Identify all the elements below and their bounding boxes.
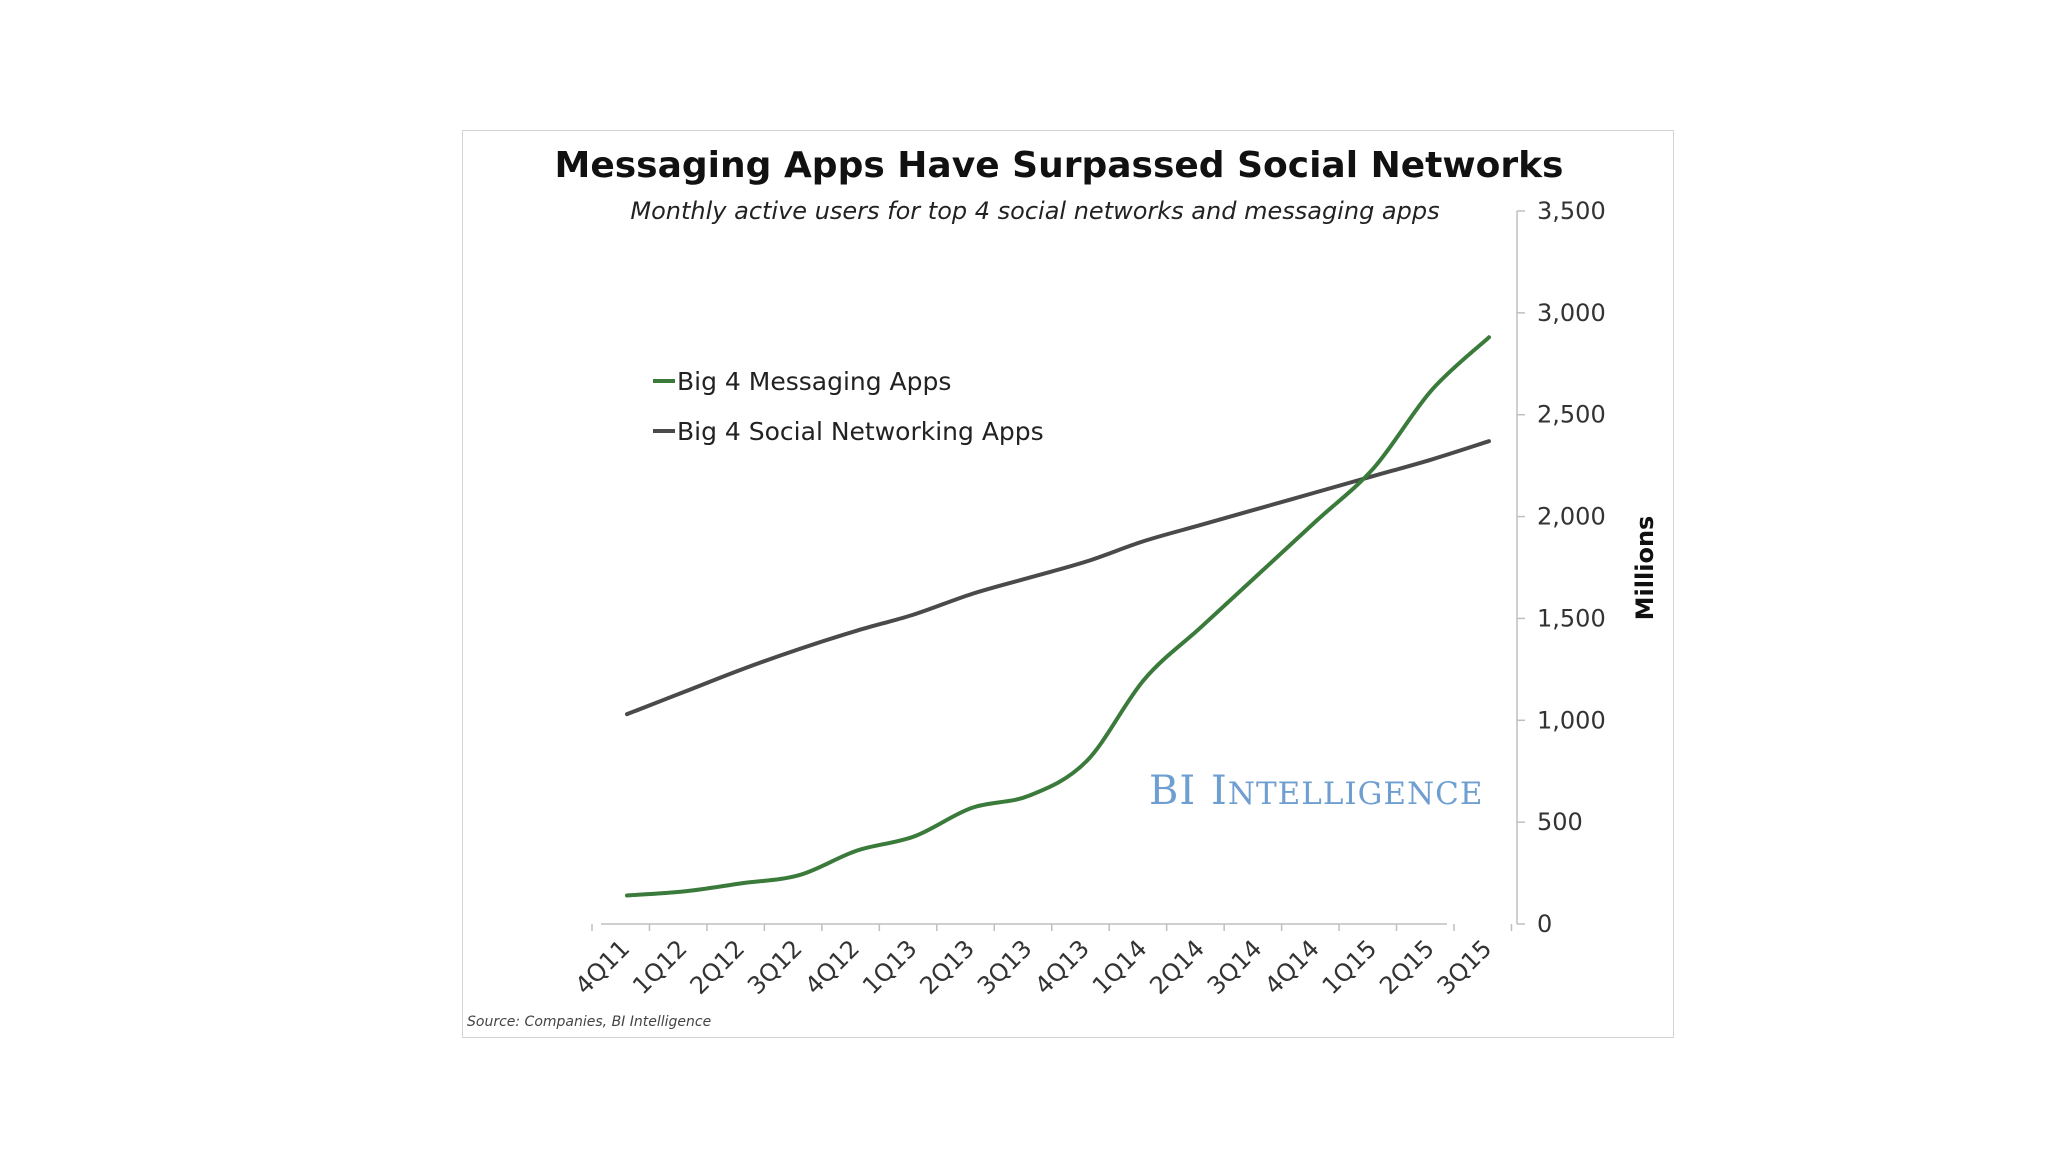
- x-tick-label: 1Q15: [1317, 934, 1383, 1000]
- x-tick-label: 3Q14: [1202, 934, 1268, 1000]
- y-tick-label: 1,500: [1537, 604, 1606, 632]
- y-axis-ticks: 3,500 3,000 2,500 2,000 1,500 1,000 500 0: [1517, 197, 1606, 938]
- watermark-initials: BI: [1149, 768, 1196, 814]
- legend-label-social: Big 4 Social Networking Apps: [677, 417, 1044, 446]
- x-tick-label: 2Q12: [685, 934, 751, 1000]
- x-tick-label: 3Q12: [742, 934, 808, 1000]
- axes: [601, 211, 1518, 925]
- y-tick-label: 500: [1537, 808, 1583, 836]
- x-tick-label: 1Q14: [1087, 934, 1153, 1000]
- chart-title: Messaging Apps Have Surpassed Social Net…: [555, 145, 1564, 186]
- chart-frame: Messaging Apps Have Surpassed Social Net…: [462, 130, 1674, 1038]
- social-networking-apps-line: [625, 439, 1491, 717]
- y-tick-label: 1,000: [1537, 706, 1606, 734]
- legend-label-messaging: Big 4 Messaging Apps: [677, 367, 951, 396]
- x-tick-label: 4Q14: [1259, 934, 1325, 1000]
- x-tick-label: 4Q13: [1029, 934, 1095, 1000]
- source-note: Source: Companies, BI Intelligence: [467, 1014, 711, 1030]
- y-tick-label: 0: [1537, 910, 1552, 938]
- x-axis-ticks: 4Q111Q122Q123Q124Q121Q132Q133Q134Q131Q14…: [570, 924, 1513, 1000]
- x-tick-label: 2Q14: [1144, 934, 1210, 1000]
- x-tick-label: 1Q12: [627, 934, 693, 1000]
- x-tick-label: 3Q15: [1432, 934, 1498, 1000]
- y-tick-label: 3,500: [1537, 197, 1606, 225]
- watermark-word: INTELLIGENCE: [1211, 768, 1484, 814]
- x-tick-label: 1Q13: [857, 934, 923, 1000]
- messaging-vs-social-chart: Messaging Apps Have Surpassed Social Net…: [467, 145, 1659, 1030]
- y-tick-label: 2,500: [1537, 401, 1606, 429]
- y-tick-label: 2,000: [1537, 503, 1606, 531]
- messaging-apps-line: [625, 335, 1491, 898]
- y-tick-label: 3,000: [1537, 299, 1606, 327]
- series-lines: [625, 335, 1491, 898]
- x-tick-label: 4Q11: [570, 934, 636, 1000]
- x-tick-label: 2Q15: [1374, 934, 1440, 1000]
- legend: Big 4 Messaging Apps Big 4 Social Networ…: [653, 367, 1044, 446]
- bi-intelligence-watermark: BI INTELLIGENCE: [1149, 768, 1484, 814]
- chart-subtitle: Monthly active users for top 4 social ne…: [630, 197, 1439, 225]
- y-axis-label: Millions: [1631, 516, 1659, 621]
- x-tick-label: 2Q13: [914, 934, 980, 1000]
- x-tick-label: 4Q12: [800, 934, 866, 1000]
- x-tick-label: 3Q13: [972, 934, 1038, 1000]
